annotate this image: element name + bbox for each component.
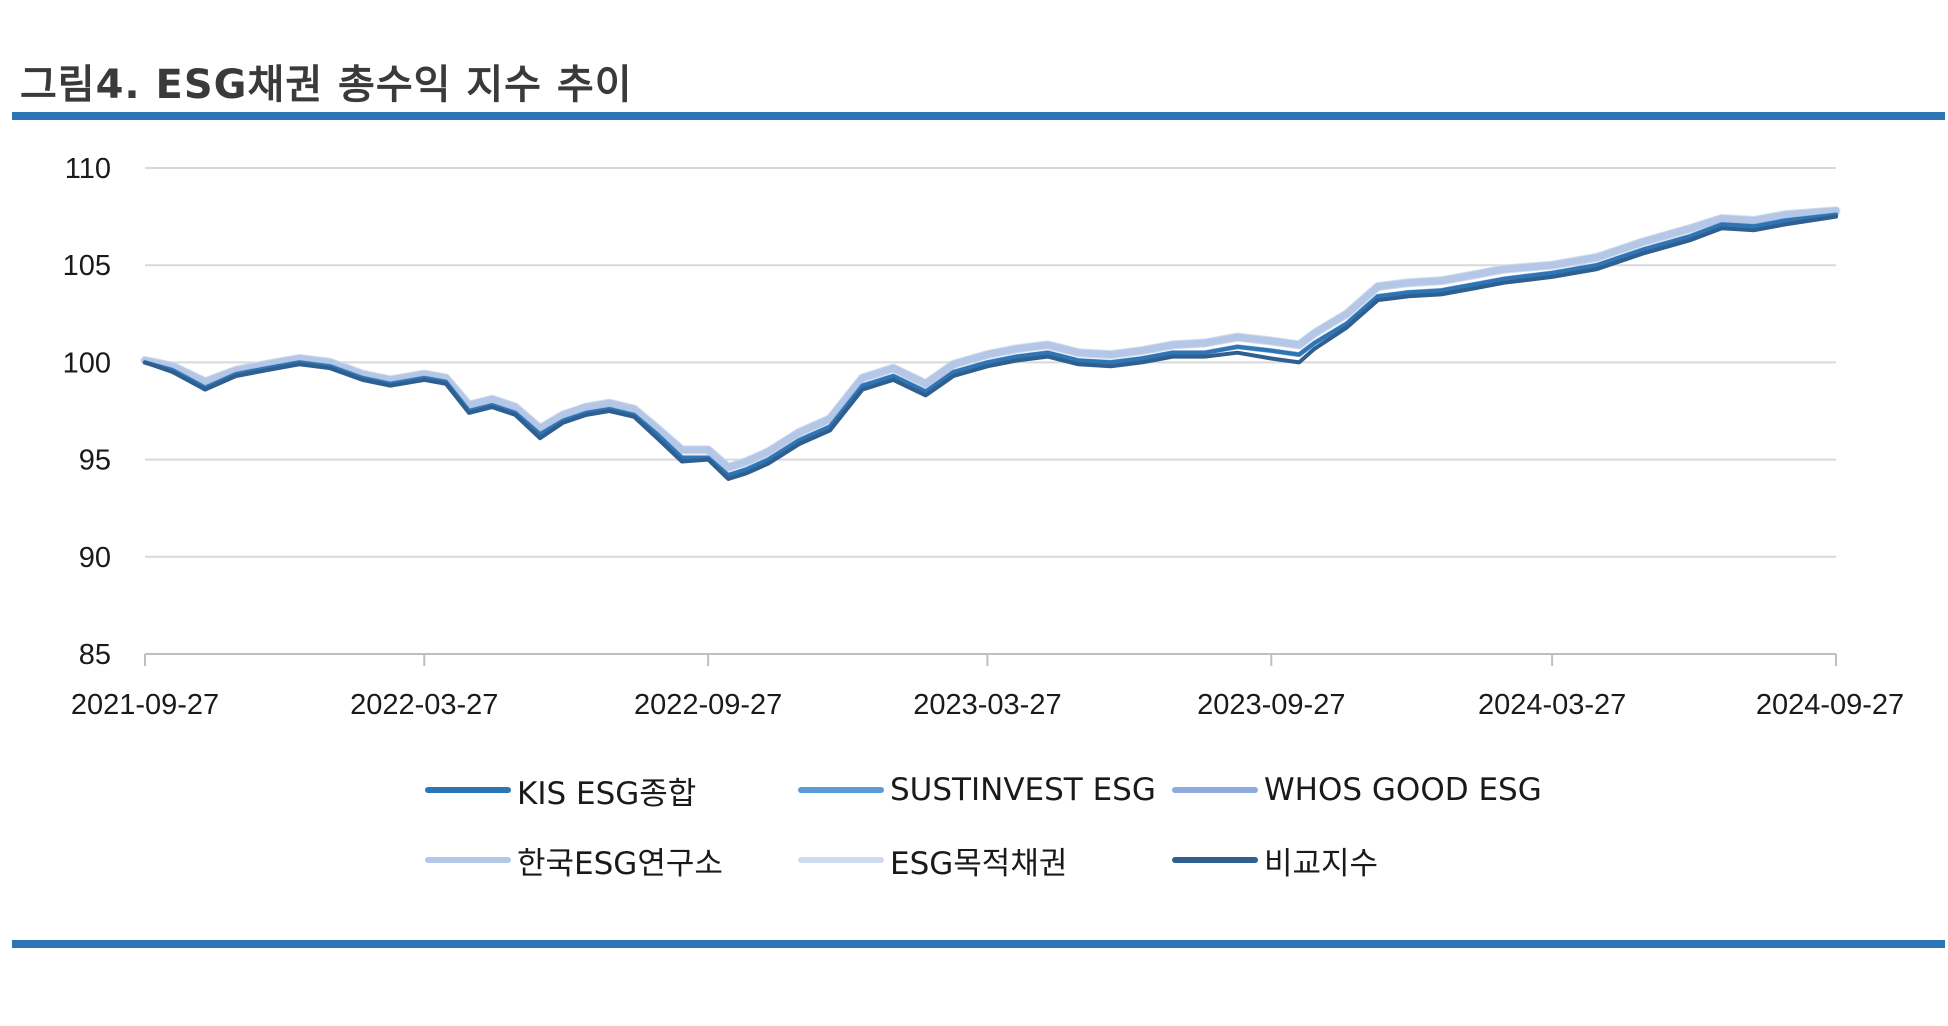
series-line-4 <box>140 206 1841 472</box>
y-tick-label: 110 <box>65 153 111 185</box>
legend-swatch <box>425 857 511 863</box>
legend-item-korea-esg-institute: 한국ESG연구소 <box>425 840 723 882</box>
y-tick-label: 95 <box>79 445 111 477</box>
y-tick-label: 105 <box>63 250 111 282</box>
x-tick-label: 2024-03-27 <box>1478 689 1626 721</box>
series-line-1 <box>143 212 1838 478</box>
x-tick-label: 2022-09-27 <box>634 689 782 721</box>
legend-label: 한국ESG연구소 <box>517 845 723 882</box>
legend-item-whos-good-esg: WHOS GOOD ESG <box>1172 770 1542 810</box>
x-axis: 2021-09-27 2022-03-27 2022-09-27 2023-03-27… <box>71 653 1904 721</box>
y-tick-label: 90 <box>79 542 111 574</box>
legend-swatch <box>1172 787 1258 793</box>
legend-swatch <box>798 857 884 863</box>
top-divider <box>12 112 1945 120</box>
y-tick-label: 85 <box>79 639 111 671</box>
legend-swatch <box>425 787 511 793</box>
legend-swatch <box>798 787 884 793</box>
x-tick-label: 2021-09-27 <box>71 689 219 721</box>
legend-label: WHOS GOOD ESG <box>1264 772 1542 808</box>
series-lines <box>140 206 1841 481</box>
legend-label: ESG목적채권 <box>890 845 1068 882</box>
bottom-divider <box>12 940 1945 948</box>
x-tick-label: 2023-03-27 <box>913 689 1061 721</box>
chart-title: 그림4. ESG채권 총수익 지수 추이 <box>20 62 633 108</box>
series-line-3 <box>141 207 1840 471</box>
legend-item-benchmark: 비교지수 <box>1172 840 1379 882</box>
legend-label: 비교지수 <box>1264 845 1379 882</box>
series-line-0 <box>143 212 1838 478</box>
x-tick-label: 2024-09-27 <box>1756 689 1904 721</box>
legend-swatch <box>1172 857 1258 863</box>
legend-item-kis-esg: KIS ESG종합 <box>425 770 697 812</box>
x-tick-label: 2022-03-27 <box>350 689 498 721</box>
legend-label: KIS ESG종합 <box>517 775 697 812</box>
legend-item-esg-purpose-bond: ESG목적채권 <box>798 840 1068 882</box>
legend-label: SUSTINVEST ESG <box>890 772 1156 808</box>
legend-item-sustinvest-esg: SUSTINVEST ESG <box>798 770 1156 810</box>
x-tick-label: 2023-09-27 <box>1197 689 1345 721</box>
y-tick-label: 100 <box>63 347 111 379</box>
y-axis-ticks: 110 105 100 95 90 85 <box>63 153 111 671</box>
chart-area: 110 105 100 95 90 85 2021-09-27 2022-03-27 2022… <box>63 153 1905 721</box>
series-line-2 <box>142 212 1839 478</box>
series-line-5 <box>143 214 1838 481</box>
